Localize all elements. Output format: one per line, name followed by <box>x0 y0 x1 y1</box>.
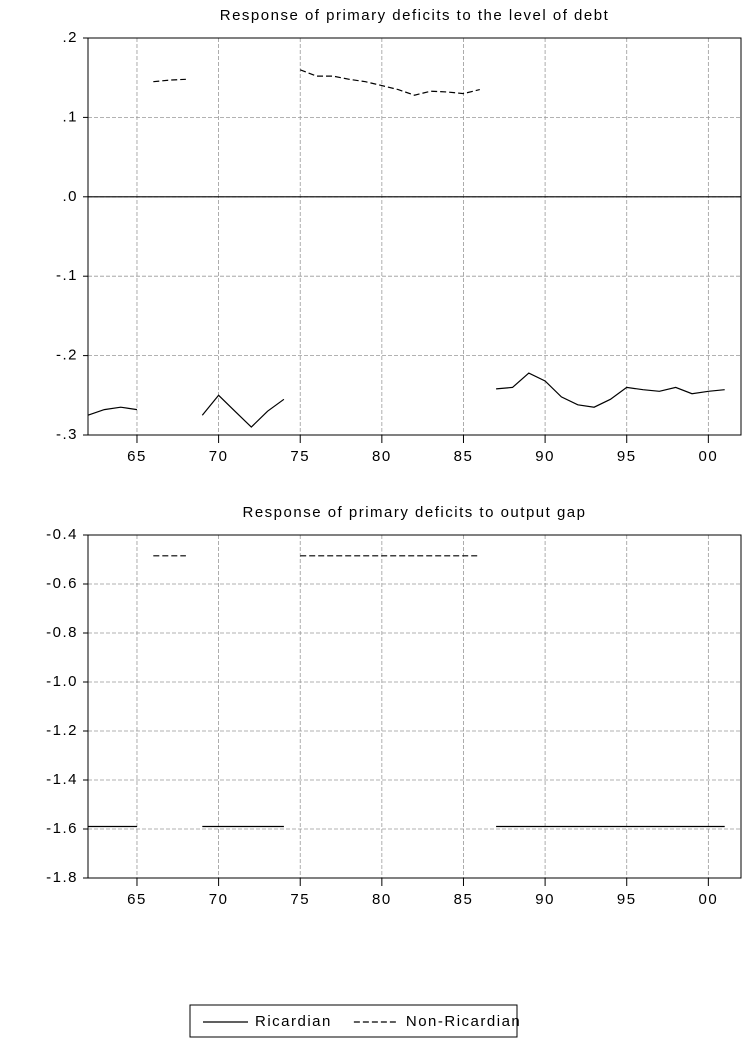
y-tick-label: -1.6 <box>46 820 78 837</box>
y-tick-label: -0.6 <box>46 575 78 592</box>
x-tick-label: 75 <box>290 891 310 908</box>
y-tick-label: -0.4 <box>46 526 78 543</box>
y-tick-label: -1.2 <box>46 722 78 739</box>
legend-box <box>189 1004 518 1038</box>
x-tick-label: 80 <box>372 891 392 908</box>
chart-title: Response of primary deficits to the leve… <box>220 7 610 24</box>
y-tick-label: -0.8 <box>46 624 78 641</box>
x-tick-label: 00 <box>699 448 719 465</box>
x-tick-label: 90 <box>535 448 555 465</box>
x-tick-label: 95 <box>617 448 637 465</box>
x-tick-label: 80 <box>372 448 392 465</box>
y-tick-label: .0 <box>62 188 78 205</box>
x-tick-label: 65 <box>127 448 147 465</box>
y-tick-label: -.3 <box>56 426 78 443</box>
x-tick-label: 90 <box>535 891 555 908</box>
x-tick-label: 70 <box>209 891 229 908</box>
chart-title: Response of primary deficits to output g… <box>243 504 587 521</box>
y-tick-label: -.1 <box>56 267 78 284</box>
plot-frame <box>87 534 742 879</box>
y-tick-label: -1.8 <box>46 869 78 886</box>
legend-label: Non-Ricardian <box>406 1013 521 1030</box>
y-tick-label: -1.4 <box>46 771 78 788</box>
x-tick-label: 00 <box>699 891 719 908</box>
legend-label: Ricardian <box>255 1013 332 1030</box>
x-tick-label: 65 <box>127 891 147 908</box>
x-tick-label: 85 <box>454 448 474 465</box>
x-tick-label: 85 <box>454 891 474 908</box>
x-tick-label: 95 <box>617 891 637 908</box>
y-tick-label: .1 <box>62 108 78 125</box>
series-line <box>87 372 725 428</box>
y-tick-label: -.2 <box>56 347 78 364</box>
x-tick-label: 70 <box>209 448 229 465</box>
y-tick-label: -1.0 <box>46 673 78 690</box>
y-tick-label: .2 <box>62 29 78 46</box>
x-tick-label: 75 <box>290 448 310 465</box>
plot-frame <box>87 37 742 436</box>
series-line <box>153 69 480 96</box>
